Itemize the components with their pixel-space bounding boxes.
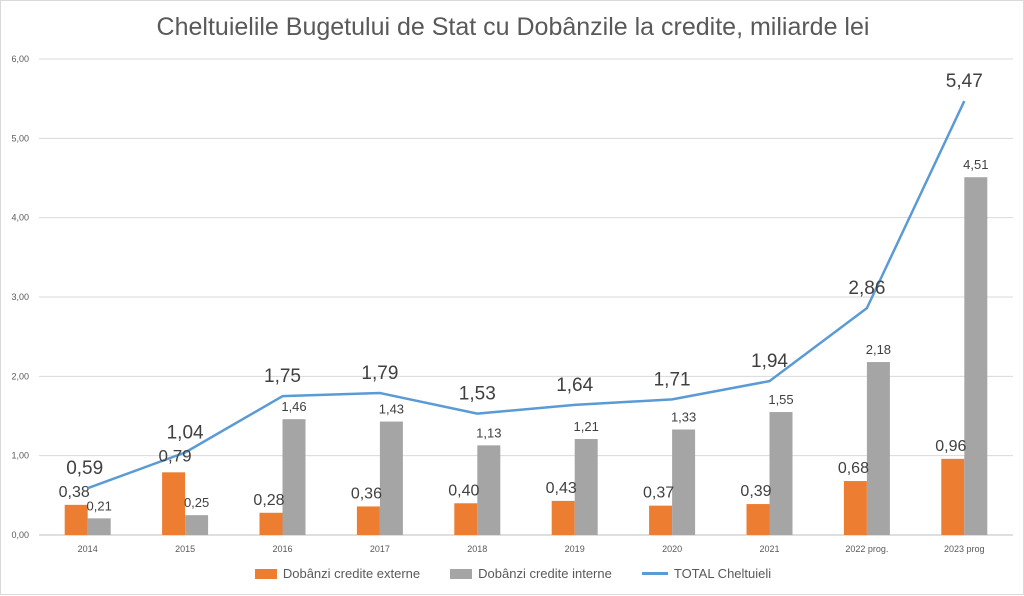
bar-interne xyxy=(379,421,403,535)
x-tick-label: 2017 xyxy=(370,544,390,554)
data-label-total: 2,86 xyxy=(848,278,885,299)
x-tick-label: 2018 xyxy=(467,544,487,554)
chart-title: Cheltuielile Bugetului de Stat cu Dobânz… xyxy=(156,13,870,41)
data-label-externe: 0,38 xyxy=(59,484,90,501)
data-label-externe: 0,39 xyxy=(740,483,771,500)
legend-item-interne: Dobânzi credite interne xyxy=(450,566,612,581)
y-tick-label: 5,00 xyxy=(11,133,29,143)
bar-interne xyxy=(672,429,696,535)
data-label-externe: 0,96 xyxy=(935,438,966,455)
data-label-extra: 0,79 xyxy=(159,446,192,465)
data-label-interne: 1,43 xyxy=(379,402,404,417)
bar-externe xyxy=(64,504,88,535)
x-tick-label: 2020 xyxy=(662,544,682,554)
legend-label-total: TOTAL Cheltuieli xyxy=(673,566,772,581)
data-label-total: 1,79 xyxy=(361,363,398,384)
y-tick-label: 6,00 xyxy=(11,54,29,64)
data-label-total: 5,47 xyxy=(946,71,983,92)
data-label-total: 0,59 xyxy=(66,458,103,479)
legend-swatch-interne xyxy=(450,568,473,579)
data-label-externe: 0,36 xyxy=(351,485,382,502)
bar-interne xyxy=(185,515,209,535)
bar-externe xyxy=(941,458,965,535)
bar-externe xyxy=(454,503,478,535)
bar-interne xyxy=(574,439,598,535)
data-label-interne: 1,33 xyxy=(671,409,696,424)
data-label-total: 1,94 xyxy=(751,351,788,372)
y-tick-label: 2,00 xyxy=(11,371,29,381)
line-total xyxy=(87,100,966,490)
data-label-interne: 1,13 xyxy=(476,425,501,440)
y-tick-label: 1,00 xyxy=(11,451,29,461)
data-label-interne: 1,55 xyxy=(768,392,793,407)
data-label-interne: 2,18 xyxy=(866,342,891,357)
data-label-externe: 0,28 xyxy=(253,492,284,509)
bar-externe xyxy=(356,506,380,535)
data-label-total: 1,04 xyxy=(167,422,204,443)
data-label-externe: 0,43 xyxy=(546,480,577,497)
data-label-interne: 1,46 xyxy=(281,399,306,414)
data-label-externe: 0,68 xyxy=(838,460,869,477)
y-tick-label: 0,00 xyxy=(11,530,29,540)
legend-label-externe: Dobânzi credite externe xyxy=(282,566,421,581)
x-tick-label: 2022 prog. xyxy=(845,544,888,554)
legend: Dobânzi credite externe Dobânzi credite … xyxy=(1,566,1024,581)
legend-item-externe: Dobânzi credite externe xyxy=(254,566,421,581)
bar-externe xyxy=(162,472,186,535)
data-label-total: 1,71 xyxy=(654,369,691,390)
legend-item-total: TOTAL Cheltuieli xyxy=(641,566,772,581)
bar-interne xyxy=(87,518,111,535)
bar-externe xyxy=(259,512,283,535)
data-label-total: 1,53 xyxy=(459,384,496,405)
x-tick-label: 2023 prog xyxy=(944,544,985,554)
bar-externe xyxy=(551,500,575,535)
bar-interne xyxy=(769,412,793,535)
data-label-externe: 0,37 xyxy=(643,485,674,502)
bar-interne xyxy=(866,362,890,535)
data-label-interne: 4,51 xyxy=(963,157,988,172)
bar-externe xyxy=(843,481,867,535)
bar-interne xyxy=(964,177,988,535)
data-label-interne: 0,25 xyxy=(184,495,209,510)
x-tick-label: 2016 xyxy=(272,544,292,554)
legend-swatch-total xyxy=(641,572,668,575)
data-label-total: 1,75 xyxy=(264,366,301,387)
data-label-interne: 1,21 xyxy=(574,419,599,434)
x-tick-label: 2015 xyxy=(175,544,195,554)
y-tick-label: 3,00 xyxy=(11,292,29,302)
x-tick-label: 2019 xyxy=(565,544,585,554)
legend-label-interne: Dobânzi credite interne xyxy=(478,566,612,581)
x-tick-label: 2014 xyxy=(78,544,98,554)
bar-interne xyxy=(477,445,501,535)
bar-externe xyxy=(746,504,770,535)
x-tick-label: 2021 xyxy=(759,544,779,554)
y-tick-label: 4,00 xyxy=(11,213,29,223)
bar-externe xyxy=(649,505,673,535)
data-label-total: 1,64 xyxy=(556,375,593,396)
data-label-interne: 0,21 xyxy=(87,498,112,513)
legend-swatch-externe xyxy=(254,568,277,579)
data-label-externe: 0,40 xyxy=(448,482,479,499)
bar-interne xyxy=(282,419,306,535)
